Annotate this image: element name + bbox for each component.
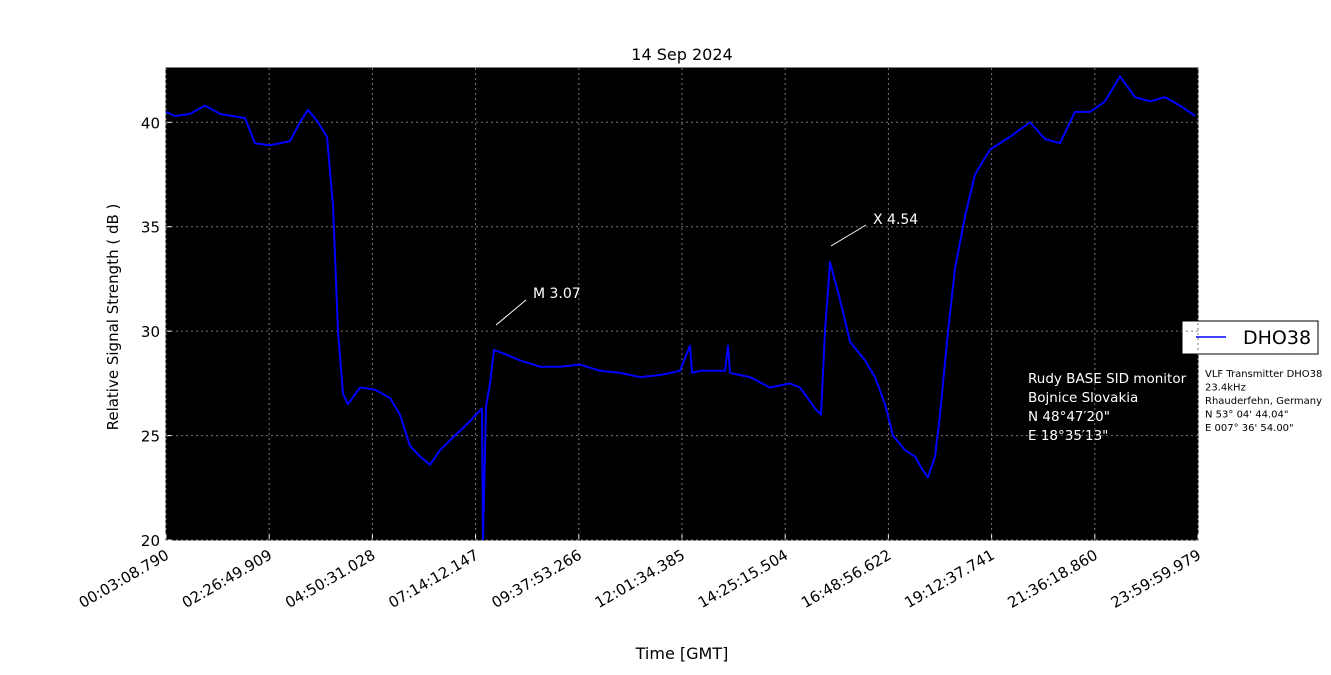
x-tick-label: 23:59:59.979 [1108,546,1204,612]
transmitter-note: Rhauderfehn, Germany [1205,396,1322,407]
annotation: X 4.54 [873,212,918,228]
y-tick-label: 25 [141,428,160,446]
plot-lines [166,75,1196,540]
transmitter-note: E 007° 36' 54.00" [1205,423,1294,434]
transmitter-note: 23.4kHz [1205,383,1246,394]
station-note: Bojnice Slovakia [1028,390,1138,406]
x-tick-label: 02:26:49.909 [179,546,275,612]
x-tick-label: 21:36:18.860 [1005,546,1101,612]
x-tick-label: 09:37:53.266 [489,546,585,612]
y-axis-label: Relative Signal Strength ( dB ) [104,204,122,431]
station-note: N 48°47′20" [1028,409,1110,425]
x-tick-label: 12:01:34.385 [592,546,688,612]
station-note: E 18°35′13" [1028,428,1108,444]
legend-label: DHO38 [1243,327,1311,349]
x-tick-label: 00:03:08.790 [76,546,172,612]
y-tick-label: 35 [141,219,160,237]
x-tick-label: 14:25:15.504 [695,546,791,612]
y-tick-label: 20 [141,532,160,550]
annotation-line [495,299,527,326]
annotation-line [830,224,867,247]
y-tick-label: 30 [141,323,160,341]
y-tick-label: 40 [141,114,160,132]
x-tick-label: 16:48:56.622 [798,546,894,612]
station-note: Rudy BASE SID monitor [1028,371,1187,387]
annotation: M 3.07 [533,286,581,302]
x-axis-label: Time [GMT] [635,644,729,663]
x-tick-label: 19:12:37.741 [901,546,997,612]
transmitter-note: N 53° 04' 44.04" [1205,410,1288,421]
transmitter-note: VLF Transmitter DHO38 [1205,369,1322,380]
chart-title: 14 Sep 2024 [631,45,732,64]
x-tick-label: 07:14:12.147 [385,546,481,612]
signal-line [166,75,1196,540]
x-tick-label: 04:50:31.028 [282,546,378,612]
